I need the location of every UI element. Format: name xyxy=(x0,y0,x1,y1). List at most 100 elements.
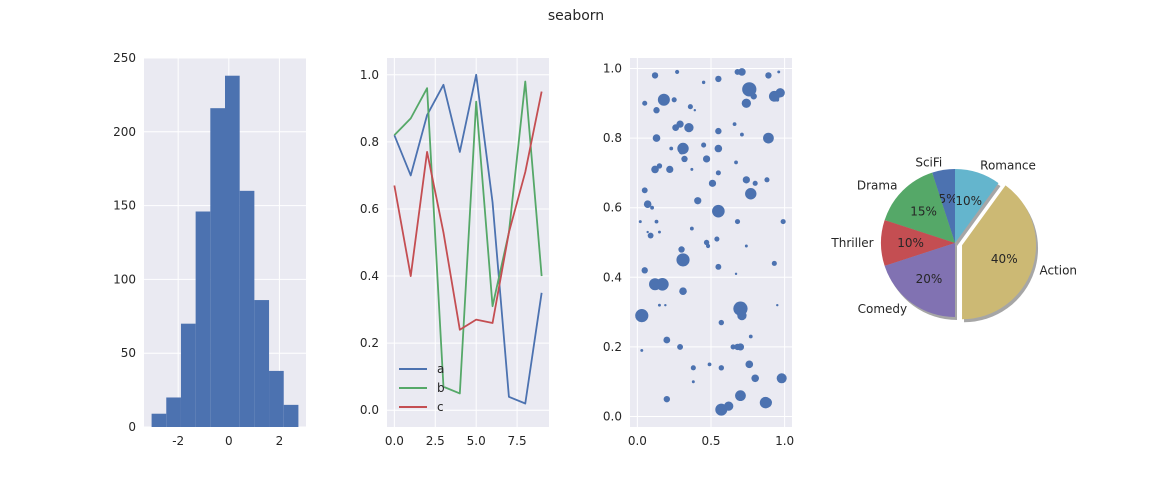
scatter-point xyxy=(664,303,667,307)
scatter-point xyxy=(702,155,711,163)
scatter-point xyxy=(761,397,772,408)
scatter-point xyxy=(676,253,690,267)
x-tick-label: 5.0 xyxy=(467,434,486,448)
scatter-point xyxy=(742,176,750,184)
scatter-point xyxy=(715,127,722,135)
pie-pct-label: 10% xyxy=(955,194,982,208)
scatter-point xyxy=(735,390,746,402)
pie-pct-label: 15% xyxy=(910,205,937,219)
scatter-point xyxy=(730,344,736,350)
scatter-point xyxy=(642,100,648,106)
scatter-point xyxy=(703,239,710,246)
axes-2: 0.0 2.5 5.0 7.5 0.0 0.2 0.4 0.6 0.8 1.0 abc xyxy=(360,58,549,448)
scatter-point xyxy=(776,303,779,307)
pie-label: Comedy xyxy=(858,302,908,316)
scatter-point xyxy=(777,70,781,74)
scatter-point xyxy=(705,243,711,249)
histogram-bar xyxy=(166,397,181,427)
scatter-point xyxy=(745,360,754,369)
pie-slice-action xyxy=(962,185,1037,320)
scatter-point xyxy=(734,160,738,165)
scatter-point xyxy=(643,200,652,209)
scatter-point xyxy=(646,230,649,234)
legend: abc xyxy=(399,362,445,414)
scatter-point xyxy=(640,348,644,352)
x-tick-label: 2.5 xyxy=(426,434,445,448)
y-tick-label: 50 xyxy=(121,346,136,360)
pie-slice-thriller xyxy=(881,220,955,266)
scatter-point xyxy=(652,134,661,142)
pie-pct-label: 20% xyxy=(916,272,943,286)
histogram-bar xyxy=(225,75,240,427)
legend-label-a: a xyxy=(437,362,444,376)
scatter-point xyxy=(691,380,695,384)
scatter-point xyxy=(669,146,674,151)
pie-slice-scifi xyxy=(932,169,955,243)
scatter-point xyxy=(638,220,642,224)
pie-label: Drama xyxy=(857,178,898,192)
scatter-point xyxy=(666,165,674,174)
scatter-point xyxy=(647,232,654,239)
scatter-point xyxy=(641,187,648,194)
legend-label-c: c xyxy=(437,400,444,414)
scatter-point xyxy=(734,272,738,276)
scatter-point xyxy=(701,80,706,85)
scatter-point xyxy=(734,219,741,225)
scatter-point xyxy=(741,98,752,108)
scatter-point xyxy=(737,310,747,321)
y-tick-label: 0.2 xyxy=(360,336,379,350)
scatter-point xyxy=(744,244,748,248)
figure-title: seaborn xyxy=(547,8,605,24)
y-tick-label: 0.8 xyxy=(603,131,622,145)
y-tick-label: 100 xyxy=(113,272,136,286)
scatter-point xyxy=(701,142,707,148)
y-tick-label: 0.6 xyxy=(603,201,622,215)
scatter-point xyxy=(724,401,734,411)
x-tick-label: 0.5 xyxy=(701,434,720,448)
x-tick-label: 0.0 xyxy=(385,434,404,448)
series-line-c xyxy=(393,91,543,331)
y-tick-label: 0 xyxy=(128,420,136,434)
scatter-point xyxy=(732,122,737,127)
histogram-bar xyxy=(269,370,284,427)
scatter-point xyxy=(707,362,712,367)
scatter-point xyxy=(663,395,670,403)
y-tick-label: 0.2 xyxy=(603,340,622,354)
scatter-point xyxy=(776,373,787,384)
scatter-point xyxy=(738,68,746,76)
scatter-point xyxy=(676,120,684,128)
y-tick-label: 200 xyxy=(113,125,136,139)
scatter-point xyxy=(763,132,774,144)
scatter-point xyxy=(677,343,684,350)
scatter-point xyxy=(678,246,685,253)
pie-pct-label: 40% xyxy=(991,252,1018,266)
pie-slice-drama xyxy=(884,172,955,243)
scatter-point xyxy=(656,277,669,291)
scatter-point xyxy=(780,219,786,225)
series-line-b xyxy=(393,80,543,395)
axes-3: 0.0 0.5 1.0 0.0 0.2 0.4 0.6 0.8 1.0 xyxy=(603,58,794,448)
y-tick-label: 0.0 xyxy=(603,410,622,424)
pie-slice-romance xyxy=(955,169,999,243)
scatter-point xyxy=(715,170,721,176)
scatter-point xyxy=(775,88,785,98)
y-tick-label: 0.4 xyxy=(603,270,622,284)
y-tick-label: 0.0 xyxy=(360,403,379,417)
y-tick-label: 0.8 xyxy=(360,135,379,149)
scatter-point xyxy=(671,97,677,103)
scatter-point xyxy=(751,374,759,383)
histogram-bar xyxy=(283,404,299,427)
scatter-point xyxy=(656,163,663,169)
scatter-point xyxy=(651,165,659,174)
scatter-point xyxy=(765,72,772,79)
axes-4-pie: 5% SciFi 15% Drama 10% Thriller 20% Comedy 40% Ac… xyxy=(830,156,1077,323)
x-tick-label: 1.0 xyxy=(775,434,794,448)
scatter-point xyxy=(657,303,661,307)
series-line-a xyxy=(393,73,543,405)
legend-label-b: b xyxy=(437,381,445,395)
scatter-point xyxy=(653,107,660,114)
y-tick-label: 150 xyxy=(113,199,136,213)
x-tick-label: 7.5 xyxy=(508,434,527,448)
pie-slice-comedy xyxy=(884,243,955,317)
